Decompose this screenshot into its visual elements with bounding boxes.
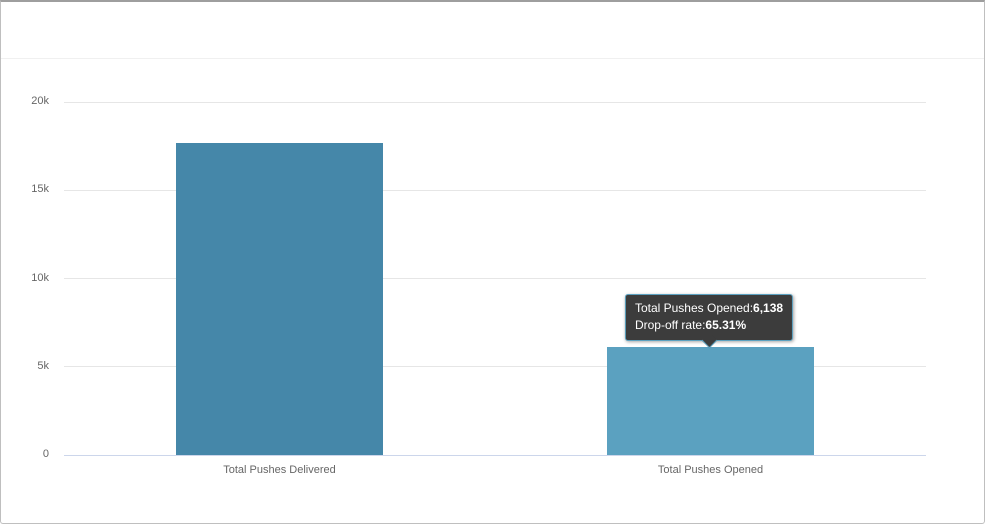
- x-axis-category-label-total-pushes-opened: Total Pushes Opened: [657, 464, 764, 476]
- tooltip-dropoff-label: Drop-off rate:: [634, 318, 706, 332]
- bar-total-pushes-opened[interactable]: [607, 346, 814, 455]
- y-axis-tick-label-15k: 15k: [31, 183, 49, 196]
- y-axis-tick-label-10k: 10k: [31, 271, 49, 284]
- gridline-15k: [64, 189, 926, 191]
- tooltip-line-dropoff: Drop-off rate:65.31%: [635, 317, 783, 334]
- tooltip-line-opened: Total Pushes Opened:6,138: [635, 300, 783, 317]
- chart-header-strip: [1, 2, 984, 59]
- y-axis-tick-label-5k: 5k: [37, 359, 49, 372]
- y-axis-tick-label-0: 0: [42, 448, 49, 460]
- bar-total-pushes-delivered[interactable]: [176, 142, 383, 455]
- y-axis-tick-label-20k: 20k: [31, 95, 49, 107]
- tooltip-opened-label: Total Pushes Opened:: [634, 301, 754, 315]
- chart-tooltip: Total Pushes Opened:6,138 Drop-off rate:…: [624, 294, 794, 349]
- tooltip-dropoff-value: 65.31%: [705, 318, 747, 332]
- gridline-10k: [64, 278, 926, 279]
- x-axis-category-label-total-pushes-delivered: Total Pushes Delivered: [223, 464, 336, 476]
- x-axis-line: [64, 455, 926, 456]
- gridline-20k: [64, 101, 926, 103]
- gridline-5k: [64, 366, 926, 368]
- tooltip-opened-value: 6,138: [753, 301, 784, 315]
